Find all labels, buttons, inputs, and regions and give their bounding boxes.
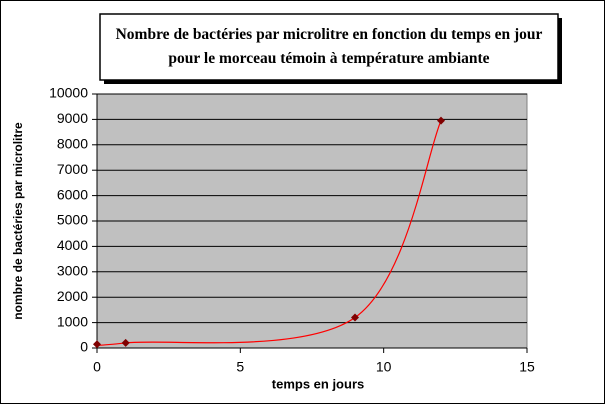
data-point [121,338,130,347]
y-tick-label: 3000 [57,263,88,279]
y-tick-label: 5000 [57,212,88,228]
y-tick-label: 7000 [57,161,88,177]
y-tick-label: 6000 [57,186,88,202]
x-tick-label: 0 [93,359,101,375]
data-point [93,340,101,349]
y-axis-label: nombre de bactéries par microlitre [11,122,25,320]
y-tick-label: 1000 [57,313,88,329]
plot-layer: 0100020003000400050006000700080009000100… [49,85,535,375]
x-axis-label: temps en jours [272,376,364,391]
y-tick-label: 0 [80,339,88,355]
y-tick-label: 9000 [57,110,88,126]
y-tick-label: 10000 [49,85,88,101]
y-tick-label: 2000 [57,288,88,304]
data-point [437,116,445,125]
title-box [99,13,559,81]
y-tick-label: 4000 [57,237,88,253]
data-line [96,120,442,346]
data-point [351,313,359,322]
title-holder: Nombre de bactéries par microlitre en fo… [115,26,543,67]
chart-title: Nombre de bactéries par microlitre en fo… [115,26,543,67]
x-tick-label: 5 [236,359,244,375]
x-tick-label: 15 [519,359,535,375]
y-tick-label: 8000 [57,136,88,152]
x-tick-label: 10 [376,359,392,375]
